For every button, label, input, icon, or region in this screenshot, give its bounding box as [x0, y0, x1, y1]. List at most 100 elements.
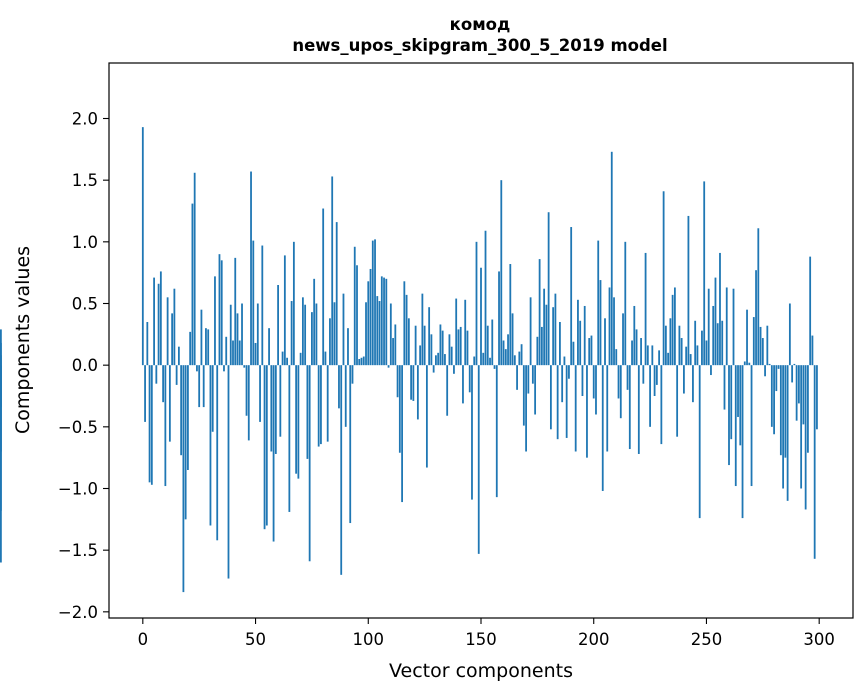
bar	[734, 365, 737, 487]
bar	[256, 303, 259, 366]
bar	[757, 228, 760, 366]
bar	[193, 172, 196, 366]
bar	[816, 365, 818, 430]
bar	[615, 349, 618, 366]
bar	[651, 345, 654, 366]
bar	[804, 365, 807, 510]
bar	[164, 365, 167, 487]
bar	[182, 365, 185, 593]
bar	[261, 245, 264, 366]
x-tick-label: 100	[353, 630, 385, 649]
bar	[500, 180, 503, 366]
bar	[277, 285, 279, 366]
bar	[723, 365, 726, 410]
bar	[716, 323, 719, 366]
bar	[786, 365, 789, 501]
bar	[692, 365, 694, 403]
bar	[311, 312, 313, 366]
bar	[622, 313, 624, 366]
bar	[680, 338, 683, 366]
bar	[633, 305, 636, 366]
bar	[401, 365, 403, 503]
bar	[383, 277, 385, 366]
bar	[468, 365, 471, 393]
bar	[577, 299, 579, 366]
bar	[579, 320, 582, 366]
bar	[263, 365, 266, 530]
bar	[683, 365, 685, 394]
bar	[484, 230, 487, 366]
bar	[168, 365, 171, 442]
bar	[599, 280, 602, 366]
bar	[507, 334, 509, 366]
y-axis-label: Components values	[12, 246, 34, 434]
bar	[407, 318, 410, 366]
bar	[669, 318, 672, 366]
bar	[209, 365, 212, 526]
bar	[737, 365, 739, 417]
bar	[549, 365, 552, 430]
bar	[351, 365, 354, 384]
bar	[606, 365, 609, 452]
bar	[365, 302, 367, 366]
bar	[326, 365, 329, 442]
bar	[358, 359, 361, 366]
bar	[732, 288, 735, 366]
bar	[502, 340, 505, 366]
chart-title: комод	[450, 15, 511, 34]
bar	[207, 329, 210, 366]
y-tick-label: 1.5	[72, 171, 98, 190]
bar	[658, 350, 661, 366]
bar	[755, 270, 757, 366]
bar	[583, 305, 586, 366]
bar	[644, 252, 647, 366]
bar	[694, 320, 697, 366]
bar	[664, 325, 667, 366]
bar	[543, 288, 546, 366]
bar	[473, 356, 476, 366]
bar	[604, 318, 606, 366]
bar	[141, 127, 144, 366]
bar	[265, 365, 268, 526]
bar	[696, 345, 699, 366]
bar	[545, 304, 548, 366]
bar	[768, 363, 771, 366]
bar	[340, 365, 343, 575]
bar	[220, 260, 223, 366]
bar	[322, 208, 325, 366]
bar	[412, 365, 415, 401]
bar	[378, 301, 381, 366]
bar	[513, 355, 516, 366]
bar	[800, 365, 803, 489]
bar	[534, 365, 537, 415]
bar	[405, 294, 408, 366]
bar	[241, 303, 243, 366]
bar	[430, 334, 433, 366]
bar	[493, 365, 496, 369]
bar	[218, 254, 221, 366]
bar	[214, 276, 216, 366]
bar	[547, 212, 550, 366]
bar	[595, 365, 597, 415]
bar	[698, 365, 701, 519]
bar	[247, 365, 250, 441]
bar	[592, 365, 595, 399]
bar	[764, 365, 766, 377]
bar	[522, 365, 525, 426]
bar	[250, 171, 252, 366]
bar	[617, 365, 620, 399]
bar	[637, 365, 640, 454]
bar	[279, 365, 282, 437]
bar	[712, 305, 715, 366]
bar	[624, 241, 627, 366]
bar	[344, 365, 347, 427]
bar	[187, 365, 189, 470]
bar	[748, 362, 751, 366]
bar	[770, 365, 773, 427]
bar	[371, 240, 374, 366]
bar	[175, 365, 178, 385]
bar	[807, 365, 809, 453]
bar	[453, 365, 455, 374]
bar	[283, 255, 286, 366]
